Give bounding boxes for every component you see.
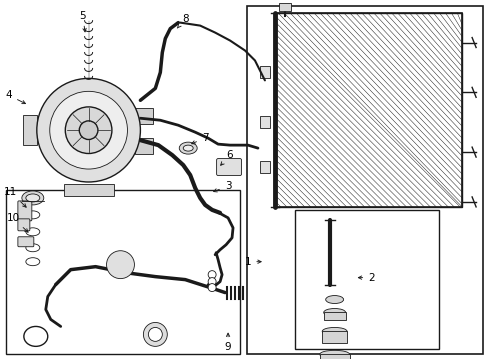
Bar (260, 67, 269, 78)
Bar (23, 115, 37, 145)
Ellipse shape (26, 244, 40, 252)
Circle shape (208, 271, 216, 279)
Bar (274, 13, 461, 207)
Text: 2: 2 (358, 273, 374, 283)
FancyBboxPatch shape (216, 159, 241, 176)
Text: 6: 6 (220, 150, 233, 165)
Ellipse shape (323, 309, 345, 316)
Bar (323, 312, 345, 320)
Ellipse shape (22, 191, 44, 205)
Ellipse shape (325, 296, 343, 303)
Circle shape (208, 284, 216, 292)
Ellipse shape (183, 145, 193, 151)
Bar (278, 3, 290, 11)
Ellipse shape (26, 258, 40, 266)
Ellipse shape (322, 328, 346, 336)
Text: 4: 4 (5, 90, 25, 104)
Bar (246, 6, 482, 354)
Bar (274, 13, 461, 207)
Text: 7: 7 (191, 133, 208, 144)
Circle shape (143, 323, 167, 346)
Text: 11: 11 (4, 187, 26, 207)
Ellipse shape (26, 211, 40, 219)
Circle shape (208, 278, 216, 285)
Bar (260, 161, 269, 173)
FancyBboxPatch shape (48, 98, 128, 163)
Circle shape (65, 107, 112, 153)
Bar (322, 332, 346, 343)
Text: 10: 10 (6, 213, 28, 232)
FancyBboxPatch shape (18, 201, 32, 221)
Circle shape (106, 251, 134, 279)
Bar (6, 190, 240, 354)
Bar (294, 210, 438, 349)
Ellipse shape (319, 350, 349, 358)
Circle shape (148, 328, 162, 341)
Bar (135, 108, 153, 124)
FancyBboxPatch shape (18, 219, 30, 231)
Ellipse shape (26, 194, 40, 202)
Bar (319, 354, 349, 360)
Text: 8: 8 (177, 14, 188, 28)
Text: 9: 9 (224, 333, 231, 352)
Circle shape (50, 91, 127, 169)
Bar (63, 184, 113, 196)
Text: 3: 3 (213, 181, 231, 192)
Text: 5: 5 (79, 11, 86, 32)
Circle shape (79, 121, 98, 140)
Ellipse shape (179, 142, 197, 154)
Bar (260, 116, 269, 128)
Bar (135, 138, 153, 154)
Ellipse shape (26, 228, 40, 236)
Circle shape (37, 78, 140, 182)
FancyBboxPatch shape (18, 237, 34, 247)
Text: 1: 1 (244, 257, 261, 267)
